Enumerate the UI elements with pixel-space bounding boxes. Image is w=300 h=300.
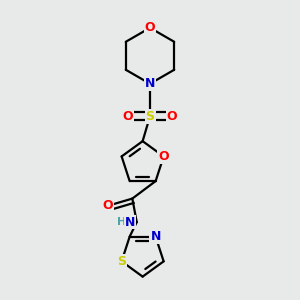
Text: N: N (145, 77, 155, 90)
Text: O: O (158, 150, 169, 163)
Text: O: O (102, 200, 112, 212)
Text: O: O (145, 21, 155, 34)
Text: N: N (125, 216, 136, 229)
Text: S: S (146, 110, 154, 123)
Text: O: O (123, 110, 133, 123)
Text: H: H (117, 217, 126, 227)
Text: N: N (150, 230, 161, 243)
Text: O: O (167, 110, 177, 123)
Text: S: S (117, 255, 126, 268)
